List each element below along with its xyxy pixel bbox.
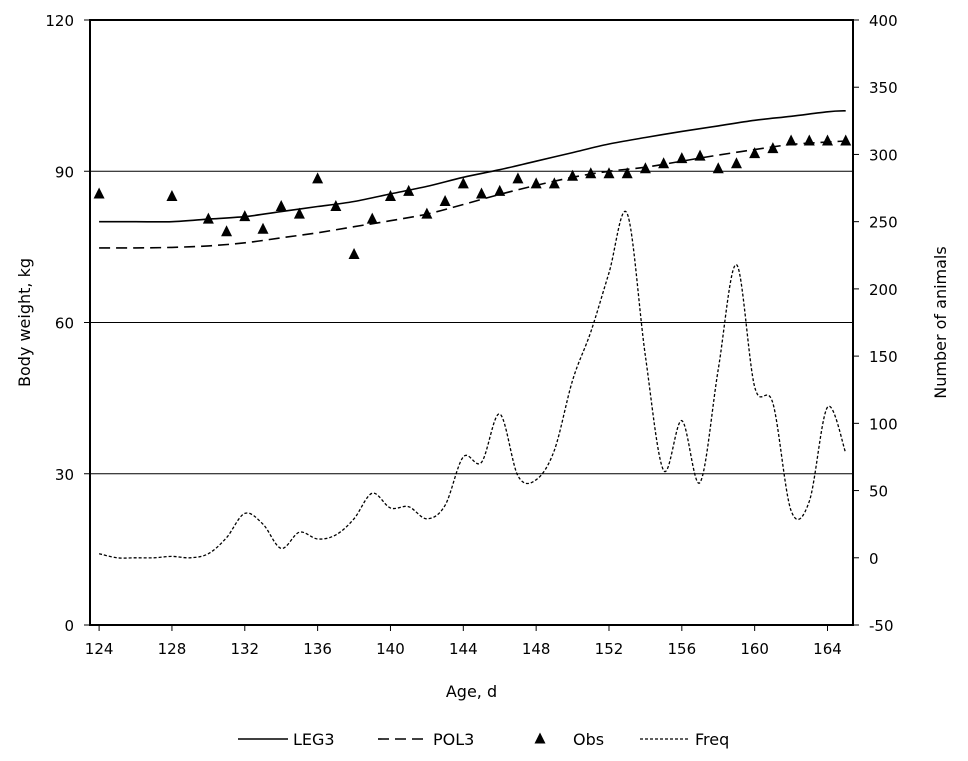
obs-point-131 [221, 225, 233, 237]
obs-point-139 [366, 212, 378, 224]
obs-point-158 [712, 162, 724, 174]
y2-tick-label-0: 0 [869, 550, 879, 568]
obs-point-144 [457, 177, 469, 189]
obs-point-142 [421, 207, 433, 219]
obs-point-124 [93, 187, 105, 199]
obs-point-140 [384, 189, 396, 201]
obs-point-134 [275, 200, 287, 212]
series-layer [93, 110, 852, 559]
y-tick-label-30: 30 [55, 466, 74, 484]
y-tick-label-120: 120 [45, 12, 74, 30]
obs-point-164 [822, 134, 834, 146]
legend-label-leg3: LEG3 [293, 730, 335, 749]
y2-tick-label-150: 150 [869, 348, 898, 366]
legend-label-pol3: POL3 [433, 730, 474, 749]
series-line-pol3 [99, 140, 846, 249]
obs-point-155 [658, 157, 670, 169]
x-tick-label-164: 164 [813, 640, 842, 658]
x-tick-label-128: 128 [158, 640, 187, 658]
obs-point-145 [476, 187, 488, 199]
x-tick-label-136: 136 [303, 640, 332, 658]
obs-point-157 [694, 149, 706, 161]
obs-point-141 [403, 184, 415, 196]
obs-point-151 [585, 167, 597, 179]
obs-point-138 [348, 247, 360, 259]
y-tick-label-0: 0 [64, 617, 74, 635]
x-tick-label-144: 144 [449, 640, 478, 658]
obs-point-156 [676, 152, 688, 164]
x-axis-label: Age, d [446, 682, 497, 701]
obs-point-152 [603, 167, 615, 179]
obs-point-146 [494, 184, 506, 196]
legend-label-obs: Obs [573, 730, 604, 749]
y2-axis-label: Number of animals [931, 246, 950, 398]
y2-tick-label-400: 400 [869, 12, 898, 30]
legend-marker-obs [534, 732, 546, 744]
x-tick-label-140: 140 [376, 640, 405, 658]
y-tick-label-60: 60 [55, 315, 74, 333]
x-tick-label-148: 148 [522, 640, 551, 658]
obs-point-137 [330, 200, 342, 212]
obs-point-149 [548, 177, 560, 189]
obs-point-133 [257, 222, 269, 234]
obs-point-148 [530, 177, 542, 189]
obs-point-130 [202, 212, 214, 224]
obs-point-135 [293, 207, 305, 219]
obs-point-132 [239, 210, 251, 222]
axes: 124 128 132 136 140 144 148 152 156 160 164 0 30 60 90… [45, 12, 897, 658]
x-tick-label-132: 132 [230, 640, 259, 658]
y2-tick-label-350: 350 [869, 79, 898, 97]
x-tick-label-124: 124 [85, 640, 114, 658]
series-line-freq [98, 210, 847, 559]
obs-point-143 [439, 195, 451, 206]
series-obs [93, 134, 852, 259]
legend: LEG3 POL3 Obs Freq [238, 730, 729, 749]
y-tick-label-90: 90 [55, 163, 74, 181]
x-tick-label-160: 160 [740, 640, 769, 658]
y-axis-label: Body weight, kg [15, 258, 34, 387]
x-tick-label-156: 156 [668, 640, 697, 658]
y2-tick-label-250: 250 [869, 214, 898, 232]
y2-tick-label-50: 50 [869, 483, 888, 501]
y2-tick-label--50: -50 [869, 617, 894, 635]
obs-point-150 [567, 169, 579, 181]
y2-tick-label-200: 200 [869, 281, 898, 299]
obs-point-160 [749, 147, 761, 159]
obs-point-147 [512, 172, 524, 184]
obs-point-159 [730, 157, 742, 169]
y2-tick-label-100: 100 [869, 415, 898, 433]
gridlines [90, 170, 853, 475]
obs-point-162 [785, 134, 797, 146]
obs-point-165 [840, 134, 852, 146]
legend-label-freq: Freq [695, 730, 729, 749]
obs-point-136 [312, 172, 324, 184]
x-tick-label-152: 152 [595, 640, 624, 658]
obs-point-153 [621, 167, 633, 179]
obs-point-128 [166, 189, 178, 201]
series-line-leg3 [99, 110, 846, 223]
obs-point-154 [639, 162, 651, 174]
y2-tick-label-300: 300 [869, 146, 898, 164]
obs-point-163 [803, 134, 815, 146]
obs-point-161 [767, 142, 779, 154]
